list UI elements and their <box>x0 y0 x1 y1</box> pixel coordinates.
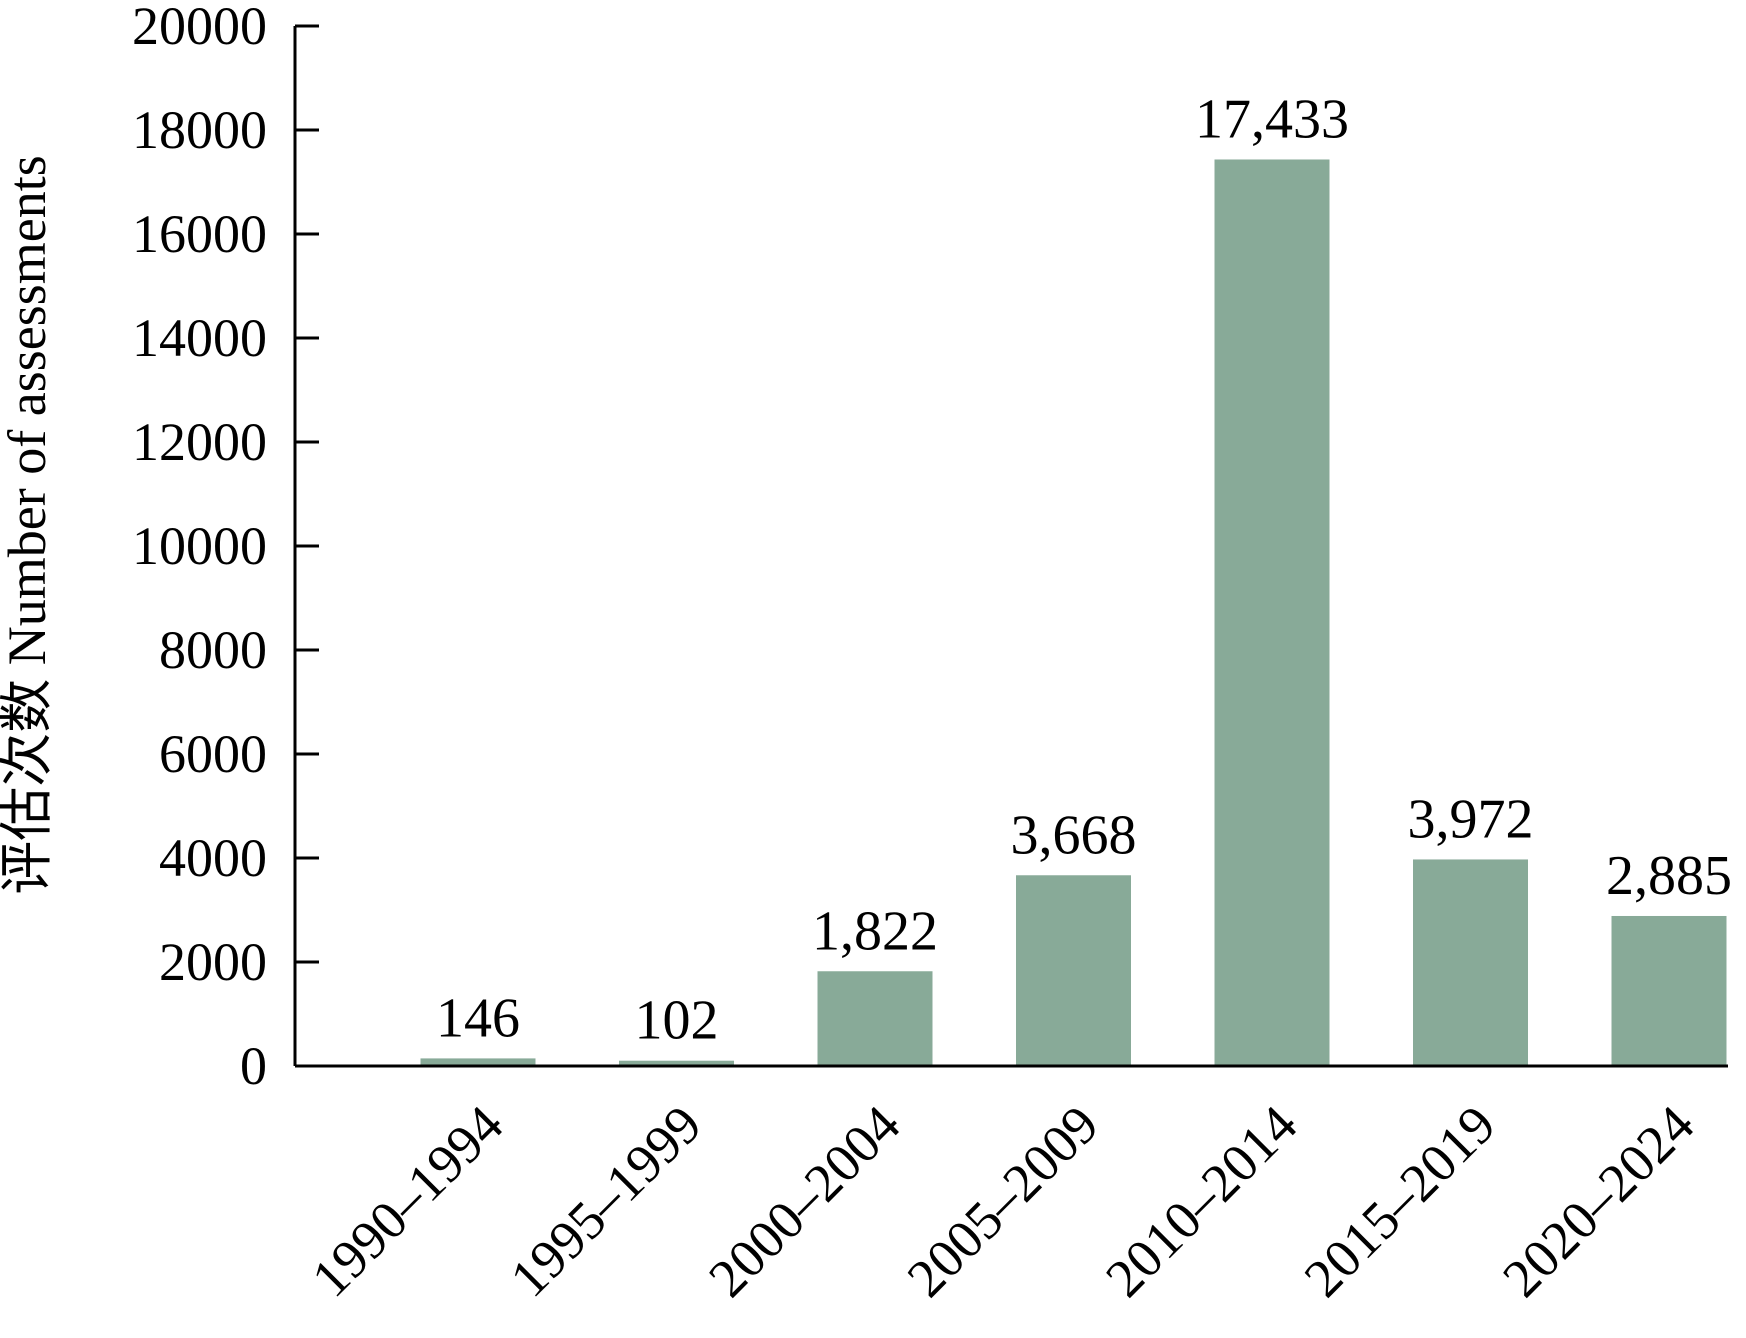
y-tick-label: 2000 <box>159 932 267 992</box>
data-label: 3,668 <box>1011 804 1137 866</box>
y-tick-label: 0 <box>240 1036 267 1096</box>
data-label: 2,885 <box>1606 845 1732 907</box>
data-label: 146 <box>436 987 520 1049</box>
x-tick-label: 2010–2014 <box>1094 1094 1308 1308</box>
data-label: 102 <box>635 990 719 1052</box>
bar <box>619 1060 734 1066</box>
bars <box>420 159 1727 1066</box>
y-tick-label: 12000 <box>132 412 267 472</box>
y-axis: 0 2000 4000 6000 8000 10000 12000 14000 16000 180… <box>132 0 319 1096</box>
bar <box>1214 159 1330 1066</box>
y-tick-label: 10000 <box>132 516 267 576</box>
x-tick-label: 1990–1994 <box>300 1094 514 1308</box>
x-tick-label: 1995–1999 <box>499 1094 713 1308</box>
y-tick-label: 6000 <box>159 724 267 784</box>
bar <box>817 971 933 1066</box>
y-axis-title: 评估次数 Number of assessments <box>0 155 57 894</box>
data-label: 3,972 <box>1408 788 1534 850</box>
x-tick-label: 2000–2004 <box>697 1094 911 1308</box>
bar <box>1611 915 1727 1066</box>
bar <box>1413 859 1528 1066</box>
x-tick-label: 2005–2009 <box>896 1094 1110 1308</box>
y-tick-label: 8000 <box>159 620 267 680</box>
x-axis: 1990–19941995–19992000–20042005–20092010… <box>295 1064 1728 1308</box>
x-tick-label: 2015–2019 <box>1293 1094 1507 1308</box>
data-label: 1,822 <box>812 900 938 962</box>
y-tick-label: 14000 <box>132 308 267 368</box>
y-tick-label: 20000 <box>132 0 267 56</box>
y-tick-label: 4000 <box>159 828 267 888</box>
data-label: 17,433 <box>1195 88 1349 150</box>
bar <box>420 1058 536 1066</box>
bar <box>1016 875 1131 1066</box>
x-tick-label: 2020–2024 <box>1491 1094 1705 1308</box>
data-labels: 146 102 1,822 3,668 17,433 3,972 2,885 <box>436 88 1732 1051</box>
y-tick-label: 16000 <box>132 204 267 264</box>
y-tick-label: 18000 <box>132 100 267 160</box>
